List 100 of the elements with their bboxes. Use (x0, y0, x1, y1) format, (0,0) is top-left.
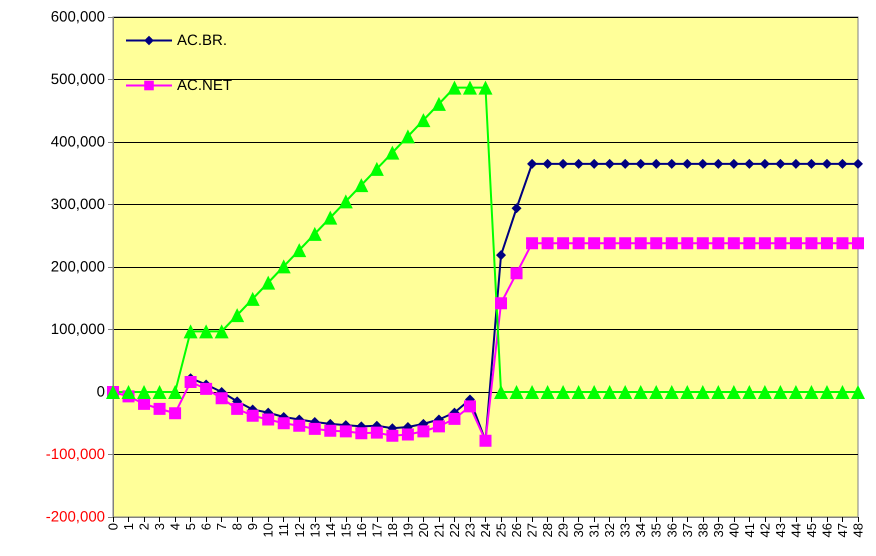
point (558, 158, 568, 169)
point (292, 243, 306, 258)
point (728, 237, 740, 250)
point (214, 324, 229, 338)
point (432, 420, 445, 432)
x-tick-label: 29 (556, 523, 571, 538)
point (184, 376, 197, 388)
x-tick-label: 25 (494, 523, 509, 538)
x-tick-label: 34 (633, 523, 648, 538)
point (805, 237, 818, 250)
point (588, 237, 600, 250)
x-tick-label: 17 (369, 523, 384, 538)
point (262, 414, 274, 426)
point (338, 194, 353, 208)
point (589, 158, 600, 169)
point (308, 226, 322, 241)
point (666, 158, 677, 169)
x-tick-label: 16 (354, 523, 369, 538)
point (510, 267, 523, 280)
x-tick-label: 2 (136, 523, 152, 530)
point (744, 158, 754, 169)
point (806, 158, 816, 169)
point (478, 80, 492, 95)
y-tick-label: 0 (96, 384, 105, 400)
point (370, 162, 384, 176)
point (572, 237, 585, 250)
point (760, 158, 770, 169)
point (853, 158, 863, 169)
x-tick-label: 27 (524, 523, 540, 538)
point (587, 385, 602, 399)
point (666, 237, 678, 250)
point (634, 237, 647, 250)
point (790, 158, 801, 169)
point (572, 385, 586, 399)
x-tick-label: 3 (152, 523, 168, 530)
point (495, 297, 508, 310)
point (680, 385, 694, 399)
point (276, 259, 291, 274)
x-tick-label: 14 (322, 523, 338, 538)
point (696, 385, 710, 399)
x-tick-label: 0 (106, 523, 120, 530)
point (542, 158, 553, 169)
x-tick-label: 26 (509, 523, 524, 538)
x-tick-label: 11 (276, 523, 292, 536)
point (138, 398, 150, 410)
point (278, 417, 290, 430)
x-tick-label: 47 (834, 523, 850, 538)
point (354, 178, 368, 192)
y-tick-label: 400,000 (50, 134, 105, 150)
x-tick-label: 38 (695, 523, 710, 538)
x-tick-label: 15 (338, 523, 354, 538)
point (510, 385, 524, 399)
point (790, 237, 802, 250)
x-tick-label: 46 (819, 523, 834, 538)
point (199, 324, 214, 338)
x-tick-label: 31 (586, 523, 602, 538)
point (246, 410, 259, 422)
x-tick-label: 4 (168, 523, 183, 530)
point (370, 426, 383, 439)
point (682, 158, 692, 169)
point (852, 237, 864, 250)
x-tick-label: 8 (230, 523, 245, 530)
x-tick-label: 19 (400, 523, 416, 538)
point (432, 96, 446, 111)
y-tick-label: 300,000 (50, 196, 105, 213)
point (122, 385, 136, 399)
point (540, 385, 555, 399)
point (728, 158, 739, 169)
point (323, 210, 338, 225)
y-tick-label: 600,000 (50, 8, 105, 26)
point (619, 237, 632, 250)
point (758, 237, 771, 250)
point (820, 237, 833, 250)
point (527, 158, 538, 169)
point (137, 385, 152, 399)
point (650, 237, 662, 250)
point (340, 425, 352, 438)
y-tick-label: 500,000 (50, 71, 105, 88)
point (542, 237, 554, 250)
point (651, 158, 662, 169)
point (713, 158, 724, 169)
point (526, 237, 538, 250)
point (462, 80, 477, 95)
x-tick-label: 20 (416, 523, 431, 538)
point (556, 385, 570, 399)
point (649, 385, 664, 399)
x-tick-label: 6 (198, 523, 214, 530)
x-tick-label: 45 (804, 523, 819, 538)
x-tick-label: 48 (850, 523, 866, 538)
point (836, 237, 848, 250)
point (681, 237, 694, 250)
x-tick-label: 10 (260, 523, 276, 538)
point (837, 158, 848, 169)
point (308, 422, 321, 435)
point (634, 385, 648, 399)
point (386, 430, 398, 442)
point (726, 385, 741, 399)
point (448, 412, 460, 425)
point (385, 146, 400, 160)
x-tick-label: 18 (384, 523, 400, 538)
